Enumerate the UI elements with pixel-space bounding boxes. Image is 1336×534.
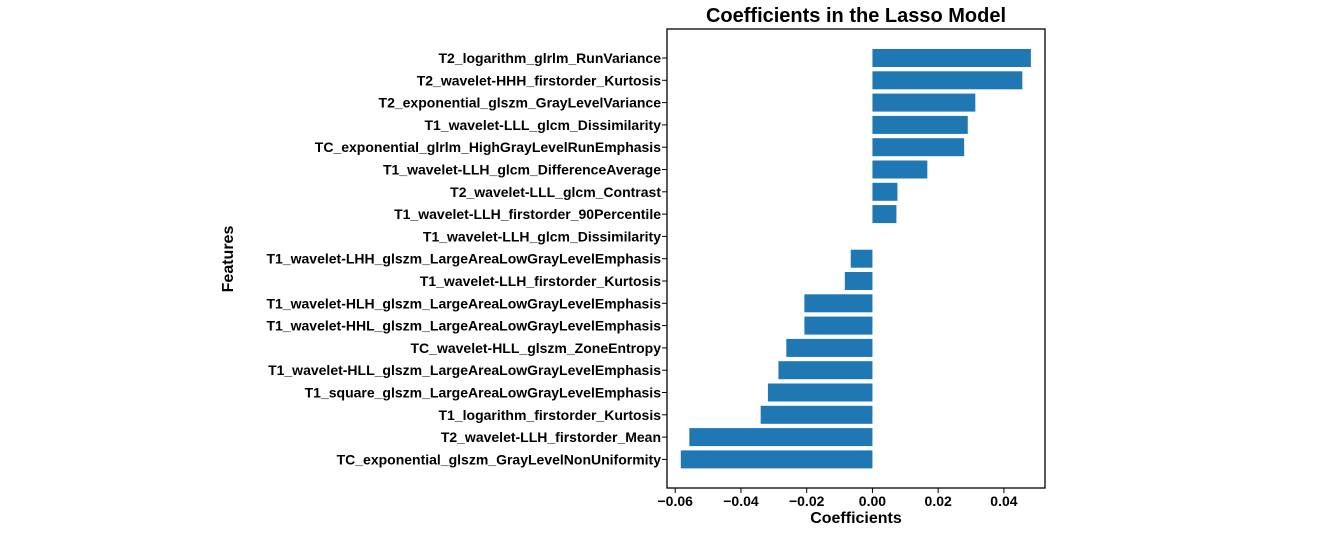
category-labels: T2_logarithm_glrlm_RunVariance T2_wavelet… — [267, 50, 667, 467]
category-label-16: T1_logarithm_firstorder_Kurtosis — [439, 407, 662, 423]
bar-17 — [689, 428, 873, 447]
category-label-18: TC_exponential_glszm_GrayLevelNonUniform… — [337, 451, 662, 467]
category-label-6: T2_wavelet-LLL_glcm_Contrast — [450, 184, 661, 200]
bar-7 — [872, 205, 897, 224]
category-label-1: T2_wavelet-HHH_firstorder_Kurtosis — [417, 72, 662, 88]
bar-6 — [872, 182, 898, 201]
category-label-3: T1_wavelet-LLL_glcm_Dissimilarity — [424, 117, 661, 133]
category-label-5: T1_wavelet-LLH_glcm_DifferenceAverage — [383, 162, 661, 178]
bar-13 — [786, 338, 873, 357]
x-tick-label-1: −0.04 — [723, 493, 759, 509]
x-axis-ticks: −0.06 −0.04 −0.02 0.00 0.02 0.04 — [657, 488, 1018, 509]
category-label-9: T1_wavelet-LHH_glszm_LargeAreaLowGrayLev… — [267, 251, 662, 267]
x-tick-label-0: −0.06 — [657, 493, 693, 509]
bar-11 — [804, 294, 873, 313]
x-axis-label: Coefficients — [810, 510, 902, 527]
category-label-13: TC_wavelet-HLL_glszm_ZoneEntropy — [411, 340, 662, 356]
bar-4 — [872, 138, 965, 157]
x-tick-label-3: 0.00 — [859, 493, 886, 509]
chart-title: Coefficients in the Lasso Model — [706, 5, 1006, 27]
category-label-12: T1_wavelet-HHL_glszm_LargeAreaLowGrayLev… — [267, 318, 662, 334]
bar-0 — [872, 49, 1031, 67]
x-tick-label-5: 0.04 — [990, 493, 1017, 509]
bar-1 — [872, 71, 1023, 90]
category-label-10: T1_wavelet-LLH_firstorder_Kurtosis — [420, 273, 661, 289]
bars-group — [680, 49, 1031, 469]
category-label-8: T1_wavelet-LLH_glcm_Dissimilarity — [423, 228, 661, 244]
category-label-14: T1_wavelet-HLL_glszm_LargeAreaLowGrayLev… — [268, 362, 661, 378]
bar-3 — [872, 115, 968, 134]
x-tick-label-2: −0.02 — [789, 493, 825, 509]
plot-frame — [666, 28, 1046, 489]
bar-9 — [850, 249, 873, 268]
category-label-4: TC_exponential_glrlm_HighGrayLevelRunEmp… — [315, 139, 661, 155]
category-label-0: T2_logarithm_glrlm_RunVariance — [438, 50, 661, 66]
bar-2 — [872, 93, 976, 112]
bar-10 — [844, 272, 873, 290]
category-label-11: T1_wavelet-HLH_glszm_LargeAreaLowGrayLev… — [267, 295, 662, 311]
bar-16 — [760, 405, 873, 424]
bar-15 — [767, 383, 873, 402]
y-axis-label: Features — [220, 226, 237, 293]
bar-14 — [778, 361, 873, 380]
category-label-2: T2_exponential_glszm_GrayLevelVariance — [379, 95, 662, 111]
category-label-7: T1_wavelet-LLH_firstorder_90Percentile — [394, 206, 661, 222]
bar-18 — [680, 450, 873, 469]
bar-5 — [872, 160, 928, 179]
category-label-15: T1_square_glszm_LargeAreaLowGrayLevelEmp… — [305, 385, 662, 401]
bar-12 — [804, 316, 873, 335]
x-tick-label-4: 0.02 — [925, 493, 952, 509]
category-label-17: T2_wavelet-LLH_firstorder_Mean — [441, 429, 661, 445]
